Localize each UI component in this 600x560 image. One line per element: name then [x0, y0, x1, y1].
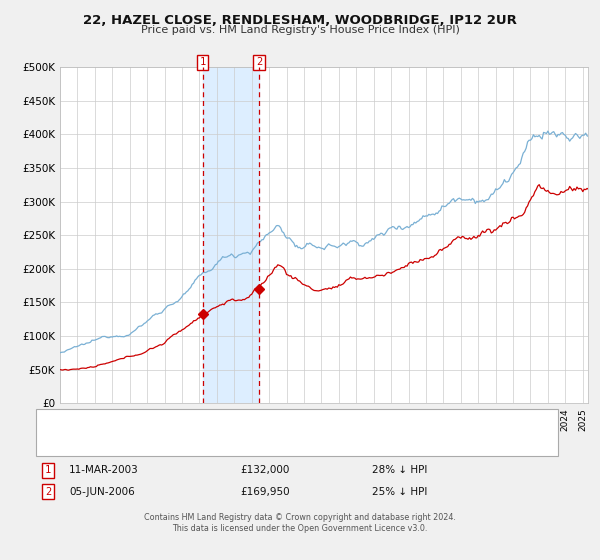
Text: Price paid vs. HM Land Registry's House Price Index (HPI): Price paid vs. HM Land Registry's House …	[140, 25, 460, 35]
Text: 28% ↓ HPI: 28% ↓ HPI	[372, 465, 427, 475]
Text: 22, HAZEL CLOSE, RENDLESHAM, WOODBRIDGE, IP12 2UR (detached house): 22, HAZEL CLOSE, RENDLESHAM, WOODBRIDGE,…	[81, 417, 445, 426]
Text: HPI: Average price, detached house, East Suffolk: HPI: Average price, detached house, East…	[81, 439, 313, 448]
Text: This data is licensed under the Open Government Licence v3.0.: This data is licensed under the Open Gov…	[172, 524, 428, 533]
Text: 05-JUN-2006: 05-JUN-2006	[69, 487, 135, 497]
Text: 25% ↓ HPI: 25% ↓ HPI	[372, 487, 427, 497]
Text: 2: 2	[45, 487, 51, 497]
Text: 11-MAR-2003: 11-MAR-2003	[69, 465, 139, 475]
Text: £169,950: £169,950	[240, 487, 290, 497]
Text: 1: 1	[45, 465, 51, 475]
Text: Contains HM Land Registry data © Crown copyright and database right 2024.: Contains HM Land Registry data © Crown c…	[144, 513, 456, 522]
Text: ——: ——	[51, 437, 76, 450]
Text: £132,000: £132,000	[240, 465, 289, 475]
Bar	[203, 67, 259, 403]
Text: ——: ——	[51, 415, 76, 428]
Text: 22, HAZEL CLOSE, RENDLESHAM, WOODBRIDGE, IP12 2UR: 22, HAZEL CLOSE, RENDLESHAM, WOODBRIDGE,…	[83, 14, 517, 27]
Text: 2: 2	[256, 57, 262, 67]
Text: 1: 1	[200, 57, 206, 67]
